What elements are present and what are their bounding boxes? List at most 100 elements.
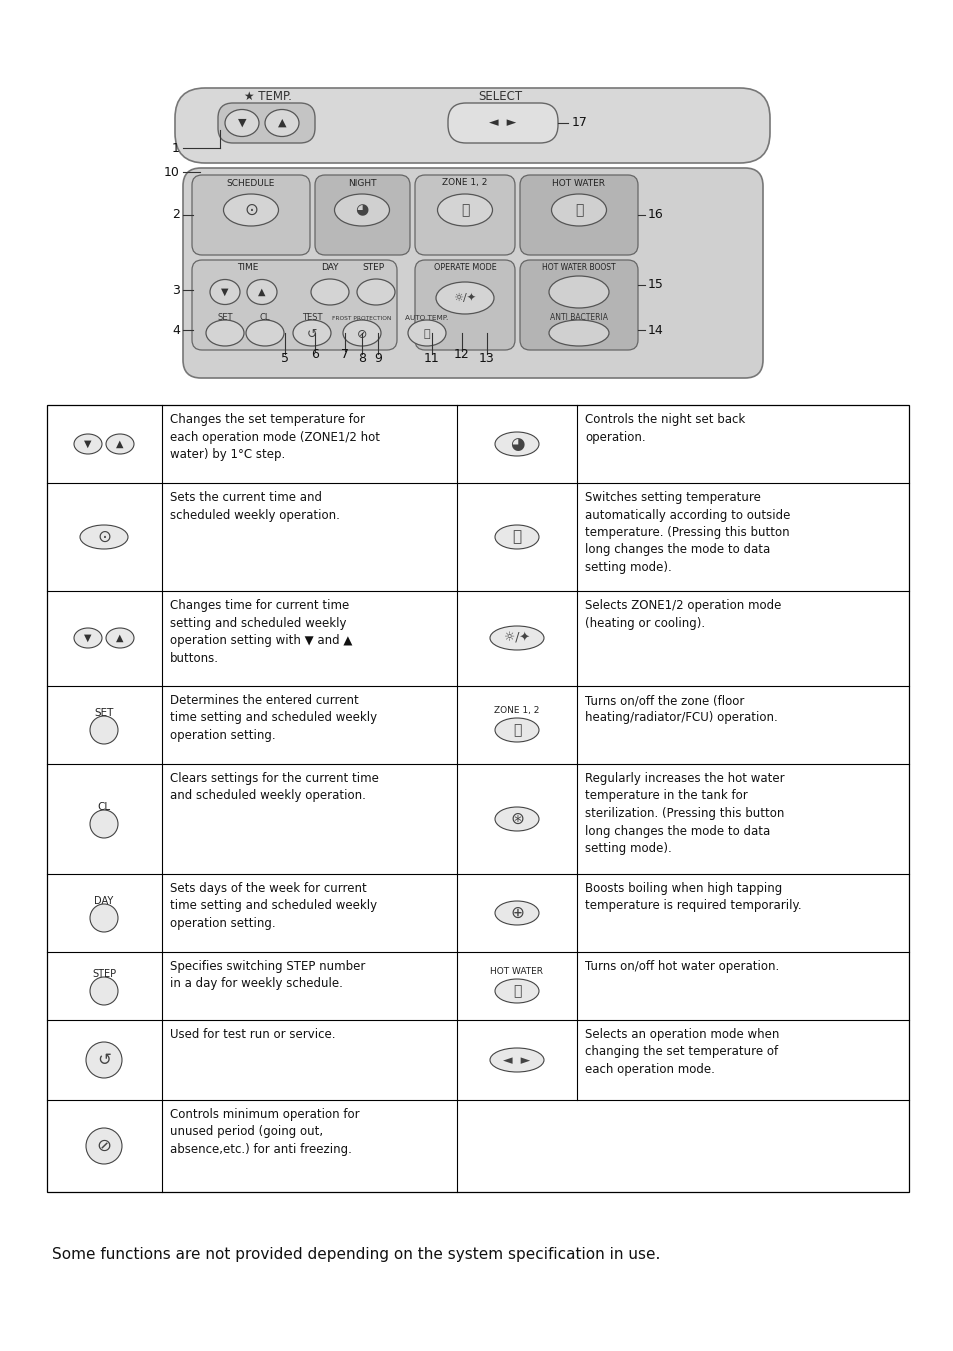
FancyBboxPatch shape <box>314 176 410 255</box>
Text: Selects an operation mode when
changing the set temperature of
each operation mo: Selects an operation mode when changing … <box>584 1028 779 1075</box>
Text: Controls the night set back
operation.: Controls the night set back operation. <box>584 413 744 443</box>
Text: NIGHT: NIGHT <box>348 178 375 188</box>
Text: ⊙: ⊙ <box>244 201 257 219</box>
Text: 11: 11 <box>424 351 439 365</box>
Bar <box>47 405 908 1192</box>
Ellipse shape <box>265 109 298 136</box>
FancyBboxPatch shape <box>519 176 638 255</box>
Ellipse shape <box>210 280 240 304</box>
Text: ↺: ↺ <box>97 1051 111 1069</box>
Text: ZONE 1, 2: ZONE 1, 2 <box>442 178 487 188</box>
Text: 6: 6 <box>311 349 318 362</box>
Ellipse shape <box>495 526 538 549</box>
Text: Switches setting temperature
automatically according to outside
temperature. (Pr: Switches setting temperature automatical… <box>584 490 789 574</box>
Ellipse shape <box>74 434 102 454</box>
Text: Specifies switching STEP number
in a day for weekly schedule.: Specifies switching STEP number in a day… <box>170 961 365 990</box>
Circle shape <box>90 811 118 838</box>
Text: SET: SET <box>217 313 233 323</box>
Text: ◕: ◕ <box>509 435 524 453</box>
Text: ▼: ▼ <box>237 118 246 128</box>
Ellipse shape <box>335 195 389 226</box>
Circle shape <box>86 1042 122 1078</box>
Text: HOT WATER BOOST: HOT WATER BOOST <box>541 263 616 273</box>
Circle shape <box>90 716 118 744</box>
Text: TIME: TIME <box>237 263 258 273</box>
Text: SCHEDULE: SCHEDULE <box>227 178 274 188</box>
Text: 16: 16 <box>647 208 663 222</box>
Ellipse shape <box>106 628 133 648</box>
Ellipse shape <box>223 195 278 226</box>
Text: Ⓟ: Ⓟ <box>513 984 520 998</box>
Ellipse shape <box>495 979 538 1002</box>
Text: STEP: STEP <box>91 969 116 979</box>
Ellipse shape <box>490 626 543 650</box>
Text: 13: 13 <box>478 351 495 365</box>
Text: AUTO TEMP.: AUTO TEMP. <box>405 315 448 322</box>
FancyBboxPatch shape <box>192 176 310 255</box>
Ellipse shape <box>106 434 133 454</box>
Text: FROST PROTECTION: FROST PROTECTION <box>332 316 392 320</box>
Ellipse shape <box>495 901 538 925</box>
Text: SELECT: SELECT <box>477 89 521 103</box>
Text: Used for test run or service.: Used for test run or service. <box>170 1028 335 1042</box>
Text: Changes time for current time
setting and scheduled weekly
operation setting wit: Changes time for current time setting an… <box>170 598 352 665</box>
FancyBboxPatch shape <box>448 103 558 143</box>
Text: 5: 5 <box>281 351 289 365</box>
Ellipse shape <box>80 526 128 549</box>
Text: 14: 14 <box>647 323 663 336</box>
FancyBboxPatch shape <box>192 259 396 350</box>
Ellipse shape <box>293 320 331 346</box>
Text: ▼: ▼ <box>84 439 91 449</box>
Text: Turns on/off hot water operation.: Turns on/off hot water operation. <box>584 961 779 973</box>
Text: 8: 8 <box>357 351 366 365</box>
Circle shape <box>86 1128 122 1165</box>
Text: Determines the entered current
time setting and scheduled weekly
operation setti: Determines the entered current time sett… <box>170 694 376 742</box>
Text: Changes the set temperature for
each operation mode (ZONE1/2 hot
water) by 1°C s: Changes the set temperature for each ope… <box>170 413 379 461</box>
Text: HOT WATER: HOT WATER <box>552 178 605 188</box>
Text: STEP: STEP <box>361 263 384 273</box>
Text: 10: 10 <box>164 166 180 178</box>
Ellipse shape <box>343 320 380 346</box>
Text: Ⓟ: Ⓟ <box>513 723 520 738</box>
Text: Sets the current time and
scheduled weekly operation.: Sets the current time and scheduled week… <box>170 490 339 521</box>
FancyBboxPatch shape <box>174 88 769 163</box>
Text: Boosts boiling when high tapping
temperature is required temporarily.: Boosts boiling when high tapping tempera… <box>584 882 801 912</box>
FancyBboxPatch shape <box>519 259 638 350</box>
FancyBboxPatch shape <box>415 259 515 350</box>
Text: Regularly increases the hot water
temperature in the tank for
sterilization. (Pr: Regularly increases the hot water temper… <box>584 771 783 855</box>
Text: Selects ZONE1/2 operation mode
(heating or cooling).: Selects ZONE1/2 operation mode (heating … <box>584 598 781 630</box>
Text: 9: 9 <box>374 351 381 365</box>
Ellipse shape <box>495 807 538 831</box>
Ellipse shape <box>74 628 102 648</box>
Text: 1: 1 <box>172 142 180 154</box>
Text: 12: 12 <box>454 349 470 362</box>
Ellipse shape <box>490 1048 543 1071</box>
Ellipse shape <box>437 195 492 226</box>
Text: ⊕: ⊕ <box>510 904 523 921</box>
Text: 15: 15 <box>647 278 663 292</box>
Text: ▲: ▲ <box>116 634 124 643</box>
Text: ⊛: ⊛ <box>510 811 523 828</box>
Text: Clears settings for the current time
and scheduled weekly operation.: Clears settings for the current time and… <box>170 771 378 802</box>
Text: 7: 7 <box>340 349 349 362</box>
Text: Turns on/off the zone (floor
heating/radiator/FCU) operation.: Turns on/off the zone (floor heating/rad… <box>584 694 777 724</box>
Text: DAY: DAY <box>321 263 338 273</box>
Text: Ⓐ: Ⓐ <box>423 330 430 339</box>
Text: ☼/✦: ☼/✦ <box>453 293 476 303</box>
Text: Ⓟ: Ⓟ <box>575 203 582 218</box>
Text: 3: 3 <box>172 284 180 296</box>
Circle shape <box>90 904 118 932</box>
Text: Ⓟ: Ⓟ <box>460 203 469 218</box>
Text: ◄  ►: ◄ ► <box>503 1054 530 1066</box>
Text: 4: 4 <box>172 323 180 336</box>
Ellipse shape <box>225 109 258 136</box>
Text: Controls minimum operation for
unused period (going out,
absence,etc.) for anti : Controls minimum operation for unused pe… <box>170 1108 359 1156</box>
Ellipse shape <box>495 432 538 457</box>
Text: TEST: TEST <box>301 313 322 323</box>
Text: ◄  ►: ◄ ► <box>489 116 517 130</box>
Ellipse shape <box>311 280 349 305</box>
Ellipse shape <box>246 320 284 346</box>
Text: 2: 2 <box>172 208 180 222</box>
Ellipse shape <box>551 195 606 226</box>
Text: HOT WATER: HOT WATER <box>490 967 543 977</box>
